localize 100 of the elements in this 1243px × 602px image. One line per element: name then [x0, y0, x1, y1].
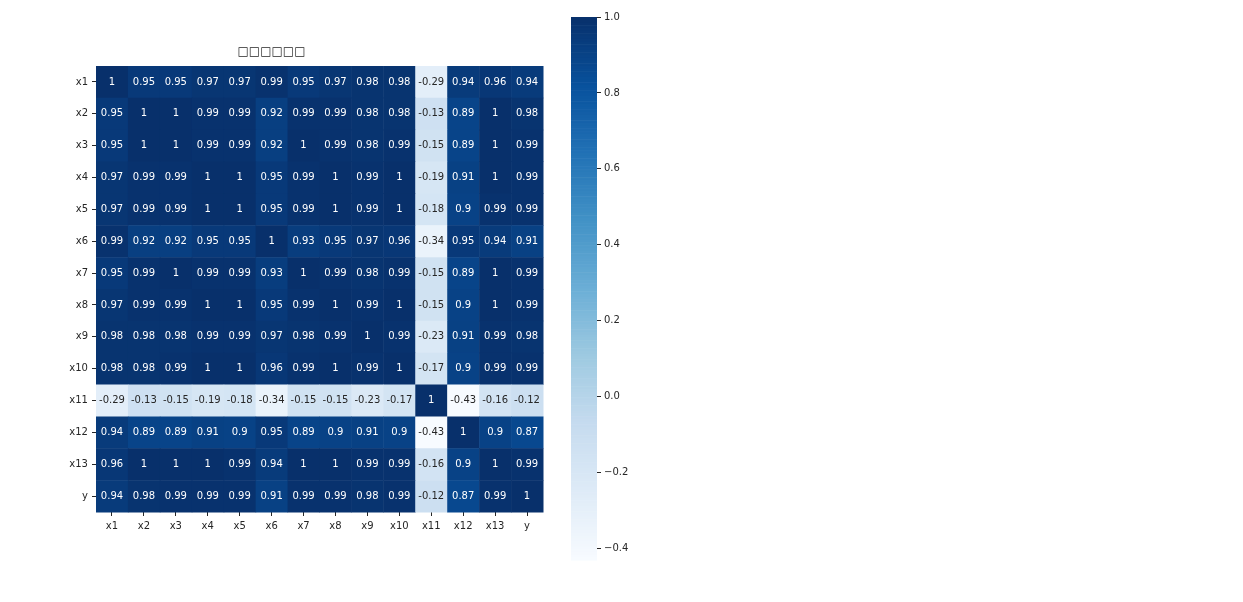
data-label: 0.94 [515, 75, 539, 87]
data-label: -0.15 [418, 139, 445, 151]
data-label: 0.99 [388, 489, 411, 501]
y-tick-label: x6 [75, 234, 88, 246]
data-label: 0.97 [100, 202, 124, 214]
x-tick-label: x12 [453, 519, 473, 531]
data-label: 1 [491, 139, 499, 151]
chart-title: □□□□□□ [237, 44, 306, 59]
data-label: 1 [268, 234, 275, 246]
data-label: 0.98 [132, 330, 156, 342]
data-label: 0.99 [292, 107, 315, 119]
y-tick-label: x9 [75, 330, 88, 342]
data-label: 0.97 [100, 171, 124, 183]
data-label: -0.18 [418, 202, 445, 214]
y-tick-label: x3 [75, 139, 88, 151]
data-label: 0.98 [515, 107, 539, 119]
data-label: 0.95 [324, 234, 347, 246]
data-label: 0.95 [228, 234, 251, 246]
data-label: 0.92 [132, 234, 156, 246]
data-label: 1 [364, 330, 371, 342]
data-label: -0.43 [450, 394, 477, 406]
data-label: 0.91 [196, 425, 219, 437]
data-label: 0.99 [356, 457, 379, 469]
data-label: 0.99 [515, 298, 539, 310]
data-label: 0.99 [132, 202, 156, 214]
data-label: -0.29 [418, 75, 445, 87]
data-label: 0.87 [452, 489, 475, 501]
data-label: 0.9 [327, 425, 344, 437]
data-label: -0.29 [99, 394, 125, 406]
data-label: -0.15 [322, 394, 349, 406]
data-label: 0.99 [228, 457, 251, 469]
data-label: -0.19 [194, 394, 221, 406]
data-label: 0.89 [132, 425, 156, 437]
data-label: 0.99 [260, 75, 283, 87]
data-label: 1 [396, 171, 403, 183]
data-label: 0.99 [228, 139, 251, 151]
data-label: -0.16 [418, 457, 445, 469]
data-label: 0.97 [100, 298, 124, 310]
data-label: 0.9 [455, 298, 472, 310]
data-label: 1 [332, 457, 339, 469]
data-label: 0.99 [515, 362, 539, 374]
data-label: 0.99 [196, 489, 219, 501]
data-label: 1 [491, 171, 499, 183]
data-label: 1 [396, 298, 403, 310]
data-label: 0.98 [356, 107, 379, 119]
data-label: 0.99 [483, 362, 507, 374]
data-label: 0.99 [388, 457, 411, 469]
data-label: -0.43 [418, 425, 445, 437]
x-tick-label: x4 [201, 519, 214, 531]
data-label: 0.91 [452, 171, 475, 183]
data-label: 1 [332, 171, 339, 183]
data-label: -0.15 [162, 394, 189, 406]
data-label: 0.9 [487, 425, 504, 437]
color-bar-label: 0.6 [604, 162, 620, 174]
data-label: 0.99 [292, 298, 315, 310]
x-tick-label: x13 [485, 519, 505, 531]
data-label: 1 [236, 171, 243, 183]
data-label: 0.99 [164, 362, 187, 374]
data-label: 0.89 [292, 425, 315, 437]
data-label: 0.95 [260, 171, 283, 183]
data-label: 1 [396, 362, 403, 374]
data-label: 0.99 [292, 362, 315, 374]
data-label: 0.95 [100, 139, 124, 151]
data-label: -0.12 [418, 489, 445, 501]
color-bar-label: 1.0 [604, 10, 620, 22]
data-label: 0.99 [164, 171, 187, 183]
y-tick-label: x11 [69, 394, 88, 406]
data-label: 1 [491, 107, 499, 119]
data-label: 1 [204, 298, 211, 310]
y-tick-label: x10 [69, 362, 88, 374]
y-tick-label: y [82, 489, 89, 501]
data-label: -0.34 [418, 234, 445, 246]
data-label: 0.99 [515, 266, 539, 278]
data-label: 1 [236, 362, 243, 374]
data-label: 0.96 [100, 457, 124, 469]
data-label: 0.99 [196, 107, 219, 119]
x-tick-label: x6 [265, 519, 278, 531]
data-label: 1 [523, 489, 531, 501]
data-label: 0.99 [356, 298, 379, 310]
data-label: 0.98 [515, 330, 539, 342]
data-label: 0.98 [388, 75, 411, 87]
data-label: 1 [300, 457, 307, 469]
data-label: 1 [332, 362, 339, 374]
data-label: 0.98 [356, 489, 379, 501]
data-label: 0.94 [483, 234, 507, 246]
x-tick-label: x8 [329, 519, 342, 531]
data-label: 1 [204, 171, 211, 183]
data-label: 0.99 [483, 489, 507, 501]
data-label: 1 [236, 298, 243, 310]
data-label: 0.99 [164, 202, 187, 214]
data-label: 1 [332, 298, 339, 310]
data-label: 0.98 [164, 330, 187, 342]
data-label: 0.95 [260, 298, 283, 310]
data-label: -0.15 [418, 298, 445, 310]
data-label: 0.89 [452, 139, 475, 151]
color-bar-label: 0.2 [604, 314, 620, 326]
data-label: 0.9 [231, 425, 248, 437]
x-tick-label: x11 [421, 519, 441, 531]
data-label: 1 [332, 202, 339, 214]
data-label: 0.93 [260, 266, 283, 278]
